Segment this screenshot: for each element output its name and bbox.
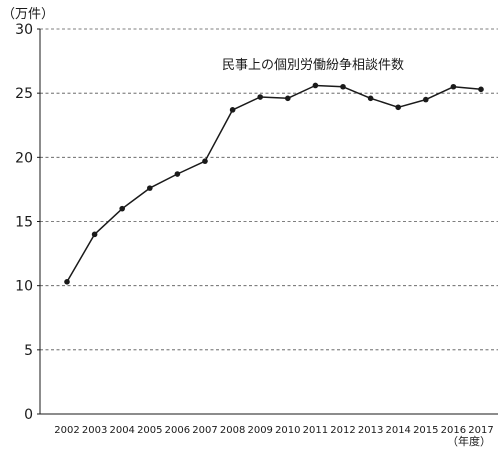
y-axis-unit-label: （万件） [2,7,54,22]
x-tick-label-2013: 2013 [358,425,383,436]
data-point-2003 [91,231,98,238]
y-tick-label-0: 0 [24,407,33,423]
x-tick-label-2014: 2014 [385,425,410,436]
data-point-2014 [395,104,402,111]
x-tick-label-2012: 2012 [330,425,355,436]
y-tick-label-30: 30 [15,22,33,38]
data-point-2002 [64,279,70,285]
x-tick-label-2015: 2015 [413,425,438,436]
x-tick-labels: 2002 2003 2004 2005 2006 2007 2008 2009 2010 2011… [54,425,493,436]
y-tick-labels: 0 5 10 15 20 25 30 [15,22,33,423]
x-tick-label-2004: 2004 [109,425,134,436]
y-tick-label-15: 15 [15,215,33,231]
x-tick-label-2007: 2007 [192,425,217,436]
data-point-2007 [202,158,208,164]
data-point-2006 [174,171,181,177]
data-point-2011 [312,82,319,89]
x-tick-label-2005: 2005 [137,425,162,436]
x-tick-label-2002: 2002 [54,425,79,436]
data-point-2008 [229,107,236,113]
chart-title: 民事上の個別労働紛争相談件数 [222,57,404,73]
y-tick-label-20: 20 [15,150,33,166]
x-tick-label-2009: 2009 [247,425,272,436]
data-point-2004 [119,205,125,212]
y-tick-label-25: 25 [15,86,33,102]
x-tick-label-2006: 2006 [165,425,190,436]
y-tick-label-10: 10 [15,279,33,295]
axes [37,28,498,415]
x-tick-label-2003: 2003 [82,425,107,436]
data-point-2012 [340,83,346,90]
data-point-2005 [147,185,153,191]
y-tick-label-5: 5 [24,343,33,359]
grid-lines [40,28,498,351]
x-tick-label-2016: 2016 [441,425,466,436]
data-points [64,82,484,285]
x-tick-label-2008: 2008 [220,425,245,436]
data-point-2009 [257,94,264,100]
x-tick-label-2017: 2017 [468,425,493,436]
x-tick-label-2011: 2011 [303,425,328,436]
series-line-layer [66,84,482,283]
x-axis-unit-label: （年度） [447,434,491,448]
data-point-2015 [423,96,429,103]
data-point-2013 [367,95,374,102]
data-point-2017 [478,86,484,93]
x-tick-label-2010: 2010 [275,425,300,436]
data-point-2010 [285,95,291,102]
series-line-0 [66,84,482,283]
data-point-2016 [450,83,457,90]
